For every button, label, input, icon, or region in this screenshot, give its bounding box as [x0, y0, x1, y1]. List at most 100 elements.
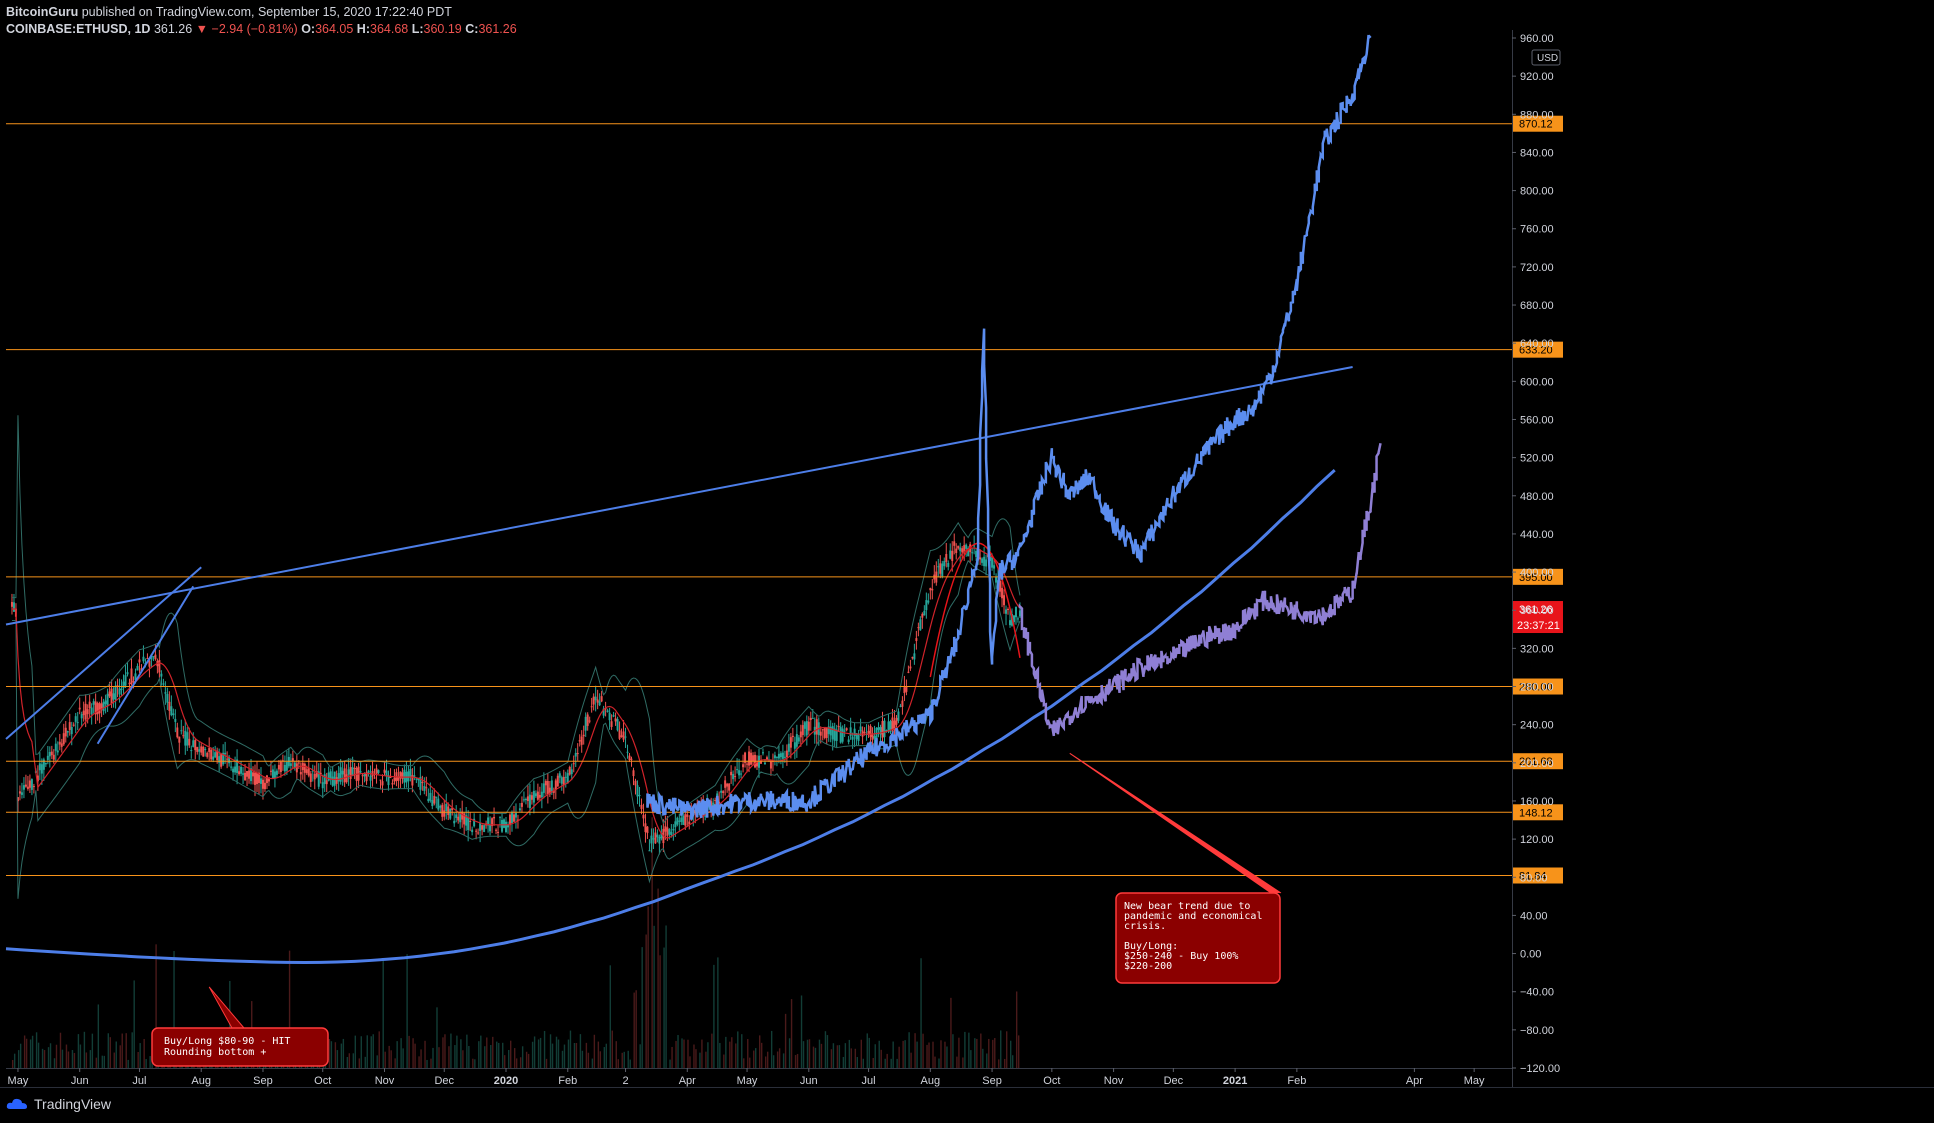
y-tick-label: −120.00: [1520, 1063, 1560, 1075]
candle-body: [576, 752, 579, 755]
candle-body: [634, 780, 637, 786]
candle-body: [198, 749, 201, 752]
volume-bar: [103, 1055, 106, 1068]
candle-body: [781, 752, 784, 759]
candle-body: [112, 693, 115, 700]
y-tick-label: 920.00: [1520, 71, 1554, 83]
price-chart[interactable]: 870.12633.20395.00280.00201.68148.1281.8…: [0, 0, 1934, 1087]
candle-body: [919, 619, 922, 631]
candle-body: [975, 550, 978, 557]
volume-bar: [599, 1051, 602, 1068]
volume-bar: [450, 1033, 452, 1068]
volume-bar: [480, 1035, 482, 1068]
volume-bar: [125, 1033, 127, 1068]
candle-body: [461, 811, 464, 820]
volume-bar: [998, 1059, 1000, 1068]
volume-bar: [719, 1042, 721, 1068]
candle-body: [572, 763, 575, 765]
candle-body: [927, 600, 930, 603]
candle-body: [720, 790, 723, 793]
candle-body: [222, 752, 225, 765]
candle-body: [42, 759, 45, 770]
volume-bar: [665, 925, 667, 1068]
volume-bar: [772, 1055, 775, 1068]
volume-bar: [848, 1039, 851, 1068]
candle-body: [407, 771, 410, 782]
volume-bar: [926, 1044, 928, 1068]
candle-body: [194, 740, 197, 751]
candle-body: [78, 707, 81, 710]
candle-body: [1016, 618, 1019, 620]
volume-bar: [448, 1046, 450, 1068]
candle-body: [172, 713, 175, 716]
candle-body: [522, 799, 525, 801]
candle-body: [445, 803, 448, 812]
candle-body: [52, 754, 55, 760]
candle-body: [349, 767, 352, 779]
candle-body: [463, 813, 466, 825]
candle-body: [923, 610, 926, 616]
last-price-tag: [1513, 601, 1563, 634]
candle-body: [686, 814, 689, 817]
volume-bar: [952, 1034, 954, 1068]
candle-body: [180, 730, 183, 732]
level-price-tag: [1513, 568, 1563, 585]
candle-body: [40, 764, 43, 774]
volume-bar: [109, 1037, 111, 1068]
volume-bar: [424, 1040, 426, 1068]
candle-body: [80, 714, 83, 719]
candle-body: [212, 756, 215, 760]
candle-body: [929, 588, 932, 591]
candle-body: [218, 756, 221, 763]
annotation-line: Buy/Long $80-90 - HIT: [164, 1036, 290, 1047]
candle-body: [475, 830, 478, 832]
candle-body: [544, 781, 547, 786]
candle-body: [154, 654, 157, 660]
candle-body: [993, 565, 996, 569]
close-value: 361.26: [478, 22, 517, 36]
long-trend-line: [5, 366, 1353, 626]
candle-body: [795, 734, 798, 747]
candle-body: [614, 718, 617, 722]
x-tick-label: 2020: [494, 1075, 518, 1087]
candle-body: [158, 660, 161, 673]
candle-body: [558, 773, 561, 778]
volume-bar: [705, 1051, 707, 1068]
volume-bar: [519, 1057, 522, 1068]
candle-body: [401, 772, 404, 779]
candle-body: [646, 826, 649, 834]
volume-bar: [896, 1058, 898, 1068]
candle-body: [999, 580, 1002, 592]
candle-body: [379, 779, 382, 781]
candle-body: [335, 777, 338, 784]
candle-body: [192, 740, 195, 747]
candle-body: [769, 760, 772, 769]
candle-body: [937, 566, 940, 568]
volume-bar: [59, 1032, 62, 1068]
candle-body: [16, 797, 19, 802]
candle-body: [413, 775, 416, 777]
volume-bar: [747, 1039, 749, 1068]
author-name[interactable]: BitcoinGuru: [6, 5, 79, 19]
candle-body: [981, 558, 984, 563]
candle-body: [979, 557, 982, 560]
bollinger-upper: [11, 415, 1021, 825]
candle-body: [626, 751, 629, 753]
volume-bar: [653, 925, 655, 1068]
candle-body: [449, 808, 452, 819]
candle-body: [939, 563, 942, 574]
candle-body: [670, 831, 673, 836]
symbol-info: COINBASE:ETHUSD, 1D 361.26 ▼ −2.94 (−0.8…: [6, 22, 517, 36]
volume-bar: [1017, 1035, 1020, 1068]
candle-body: [162, 683, 165, 685]
tradingview-logo[interactable]: TradingView: [6, 1096, 111, 1112]
candle-body: [285, 761, 288, 771]
level-price-tag: [1513, 341, 1563, 358]
candle-body: [210, 749, 213, 760]
candle-body: [688, 821, 691, 825]
candle-body: [347, 769, 350, 775]
y-tick-label: 0.00: [1520, 949, 1541, 961]
candle-body: [959, 547, 962, 552]
volume-bar: [115, 1041, 117, 1068]
candle-body: [443, 810, 446, 817]
